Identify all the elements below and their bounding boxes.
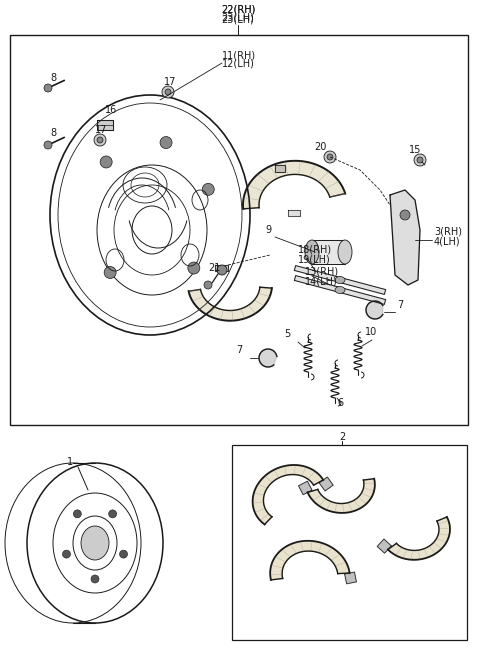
- Circle shape: [417, 157, 423, 163]
- Circle shape: [327, 154, 333, 160]
- Polygon shape: [252, 465, 323, 524]
- Polygon shape: [288, 210, 300, 216]
- Text: 8: 8: [50, 128, 56, 138]
- Polygon shape: [270, 541, 349, 580]
- Polygon shape: [308, 479, 375, 513]
- Circle shape: [108, 510, 117, 518]
- Text: 22(RH): 22(RH): [221, 5, 255, 15]
- Text: 16: 16: [105, 105, 117, 115]
- Ellipse shape: [100, 156, 112, 168]
- Circle shape: [44, 84, 52, 92]
- Polygon shape: [345, 572, 357, 584]
- Polygon shape: [388, 517, 450, 560]
- Circle shape: [324, 151, 336, 163]
- Polygon shape: [294, 266, 385, 294]
- Bar: [232, 445, 467, 640]
- Circle shape: [165, 89, 171, 95]
- Circle shape: [44, 141, 52, 149]
- Polygon shape: [377, 539, 391, 553]
- Text: 13(RH): 13(RH): [305, 267, 339, 277]
- Text: 5: 5: [284, 329, 290, 339]
- Circle shape: [91, 575, 99, 583]
- Circle shape: [414, 154, 426, 166]
- Text: 6: 6: [337, 398, 343, 408]
- Text: 4(LH): 4(LH): [434, 237, 461, 247]
- Polygon shape: [319, 477, 333, 491]
- Circle shape: [62, 550, 71, 558]
- Text: 23(LH): 23(LH): [222, 15, 254, 25]
- Text: 1: 1: [67, 457, 73, 467]
- Text: 17: 17: [95, 125, 108, 135]
- Text: 3(RH): 3(RH): [434, 227, 462, 237]
- Ellipse shape: [335, 286, 345, 293]
- Circle shape: [120, 550, 128, 558]
- Text: 7: 7: [236, 345, 242, 355]
- Text: 8: 8: [50, 73, 56, 83]
- Circle shape: [97, 137, 103, 143]
- Ellipse shape: [188, 262, 200, 274]
- Polygon shape: [215, 265, 228, 271]
- Ellipse shape: [202, 183, 214, 196]
- Text: 14(LH): 14(LH): [305, 276, 338, 286]
- Circle shape: [217, 265, 227, 275]
- Text: 15: 15: [409, 145, 421, 155]
- Text: 10: 10: [365, 327, 377, 337]
- Ellipse shape: [305, 240, 319, 264]
- Polygon shape: [275, 165, 285, 172]
- Ellipse shape: [104, 266, 116, 278]
- Polygon shape: [299, 481, 312, 494]
- Polygon shape: [366, 301, 383, 319]
- Text: 22(RH): 22(RH): [221, 5, 255, 15]
- Text: 2: 2: [339, 432, 345, 442]
- Polygon shape: [243, 161, 345, 209]
- Polygon shape: [97, 120, 113, 130]
- Circle shape: [400, 210, 410, 220]
- Text: 18(RH): 18(RH): [298, 245, 332, 255]
- Bar: [10, 35, 468, 425]
- Ellipse shape: [160, 137, 172, 149]
- Text: 17: 17: [164, 77, 176, 87]
- Text: 20: 20: [314, 142, 326, 152]
- Polygon shape: [259, 349, 277, 367]
- Circle shape: [162, 86, 174, 98]
- Polygon shape: [294, 276, 385, 305]
- Circle shape: [94, 134, 106, 146]
- Text: 11(RH): 11(RH): [222, 50, 256, 60]
- Circle shape: [73, 510, 82, 518]
- Text: 21: 21: [208, 263, 220, 273]
- Text: 19(LH): 19(LH): [298, 255, 331, 265]
- Polygon shape: [390, 190, 420, 285]
- Ellipse shape: [81, 526, 109, 560]
- Circle shape: [204, 281, 212, 289]
- Ellipse shape: [338, 240, 352, 264]
- Text: 23(LH): 23(LH): [222, 13, 254, 23]
- Ellipse shape: [335, 276, 345, 284]
- Polygon shape: [189, 288, 272, 321]
- Text: 7: 7: [397, 300, 403, 310]
- Text: 12(LH): 12(LH): [222, 59, 255, 69]
- Polygon shape: [312, 240, 345, 264]
- Text: 9: 9: [265, 225, 271, 235]
